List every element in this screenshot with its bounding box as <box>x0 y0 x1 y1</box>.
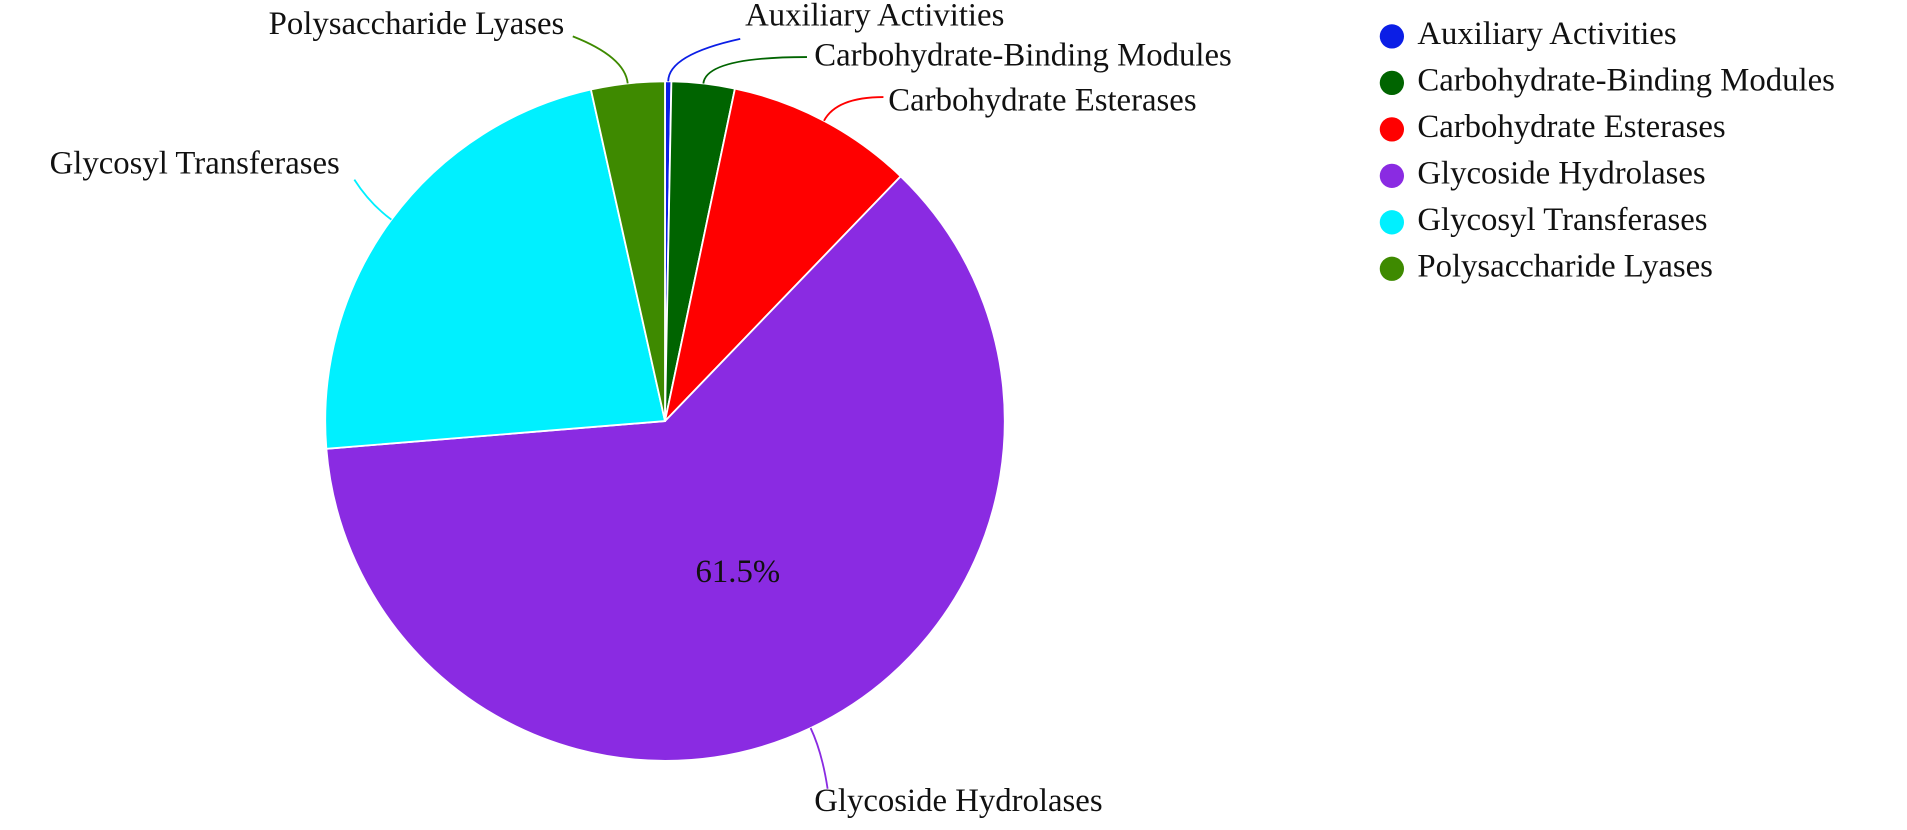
slice-label: Polysaccharide Lyases <box>269 6 565 42</box>
leader-line <box>353 179 392 221</box>
legend-label: Carbohydrate-Binding Modules <box>1417 62 1835 98</box>
legend-marker <box>1379 24 1405 49</box>
slice-label: Carbohydrate-Binding Modules <box>814 38 1232 74</box>
leader-line <box>667 37 741 82</box>
pie-slice <box>663 87 902 424</box>
pie-slice <box>324 88 667 450</box>
legend-label: Glycosyl Transferases <box>1417 202 1707 238</box>
leader-line <box>572 35 629 84</box>
legend-marker <box>1379 117 1405 142</box>
legend-marker <box>1379 70 1405 96</box>
data-label: 61.5% <box>696 554 781 590</box>
leader-line <box>702 56 807 84</box>
leader-line <box>823 96 884 122</box>
legend-marker <box>1379 210 1405 235</box>
leader-line <box>809 727 829 789</box>
slice-label: Carbohydrate Esterases <box>888 83 1196 119</box>
slice-label: Auxiliary Activities <box>745 0 1004 34</box>
legend-label: Glycoside Hydrolases <box>1417 155 1705 191</box>
slice-label: Glycosyl Transferases <box>50 146 340 182</box>
plot-area: Auxiliary Activities Carbohydrate-Binding… <box>50 0 1835 819</box>
legend-marker <box>1379 163 1405 188</box>
legend-label: Polysaccharide Lyases <box>1417 248 1713 284</box>
legend-label: Carbohydrate Esterases <box>1417 109 1725 145</box>
legend-marker <box>1379 256 1405 281</box>
slice-label: Glycoside Hydrolases <box>814 783 1102 819</box>
legend-label: Auxiliary Activities <box>1417 16 1676 52</box>
pie-slice <box>589 80 666 422</box>
